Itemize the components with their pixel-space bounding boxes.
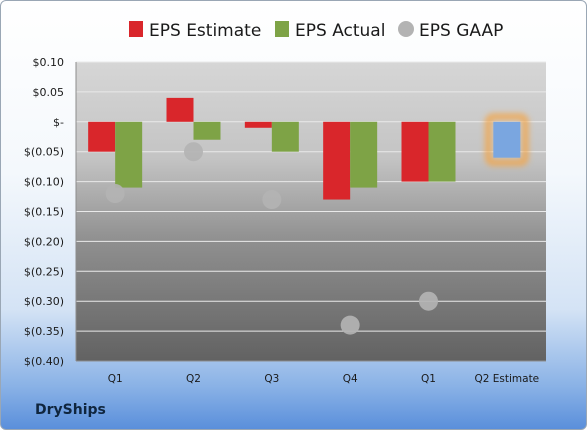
eps-actual-bar xyxy=(271,121,299,152)
y-tick-label: $0.10 xyxy=(33,56,65,69)
legend-swatch xyxy=(129,21,143,37)
eps-gaap-marker xyxy=(340,315,360,335)
plot-area: $0.10 $0.05 $- $(0.05) $(0.10) $(0.15) $(0.20)… xyxy=(24,56,546,385)
x-tick-label: Q1 xyxy=(108,373,123,385)
x-tick-label: Q4 xyxy=(343,373,358,385)
y-tick-label: $(0.25) xyxy=(24,265,64,278)
x-tick-label: Q2 Estimate xyxy=(474,373,539,385)
eps-estimate-bar xyxy=(401,121,429,182)
y-tick-label: $(0.35) xyxy=(24,325,64,338)
eps-estimate-bar xyxy=(244,121,272,128)
y-tick-label: $(0.20) xyxy=(24,235,64,248)
eps-estimate-bar xyxy=(88,121,116,152)
y-tick-label: $- xyxy=(53,116,64,129)
q2-estimate-bar xyxy=(493,121,521,158)
y-tick-label: $(0.10) xyxy=(24,176,64,189)
eps-actual-bar xyxy=(350,121,378,188)
y-tick-label: $(0.15) xyxy=(24,206,64,219)
highlight-glow xyxy=(484,113,529,167)
legend-label: EPS Actual xyxy=(295,21,385,41)
eps-gaap-marker xyxy=(419,291,438,311)
legend-label: EPS GAAP xyxy=(419,21,503,41)
y-tick-label: $(0.05) xyxy=(24,146,64,159)
eps-gaap-marker xyxy=(262,190,282,210)
eps-estimate-bar xyxy=(323,121,351,200)
legend-label: EPS Estimate xyxy=(149,21,261,41)
y-tick-label: $0.05 xyxy=(33,86,65,99)
y-tick-label: $(0.40) xyxy=(24,355,64,368)
company-name: DryShips xyxy=(35,402,106,418)
eps-gaap-marker xyxy=(105,184,125,204)
legend-swatch xyxy=(398,21,414,37)
eps-gaap-marker xyxy=(184,142,203,162)
x-tick-label: Q1 xyxy=(421,373,436,385)
y-tick-label: $(0.30) xyxy=(24,295,64,308)
x-tick-label: Q2 xyxy=(186,373,201,385)
legend: EPS Estimate EPS Actual EPS GAAP xyxy=(129,21,503,41)
eps-actual-bar xyxy=(115,121,143,188)
eps-estimate-bar xyxy=(166,97,194,122)
eps-actual-bar xyxy=(428,121,456,182)
x-tick-label: Q3 xyxy=(264,373,279,385)
eps-actual-bar xyxy=(193,121,221,140)
legend-swatch xyxy=(275,21,289,37)
